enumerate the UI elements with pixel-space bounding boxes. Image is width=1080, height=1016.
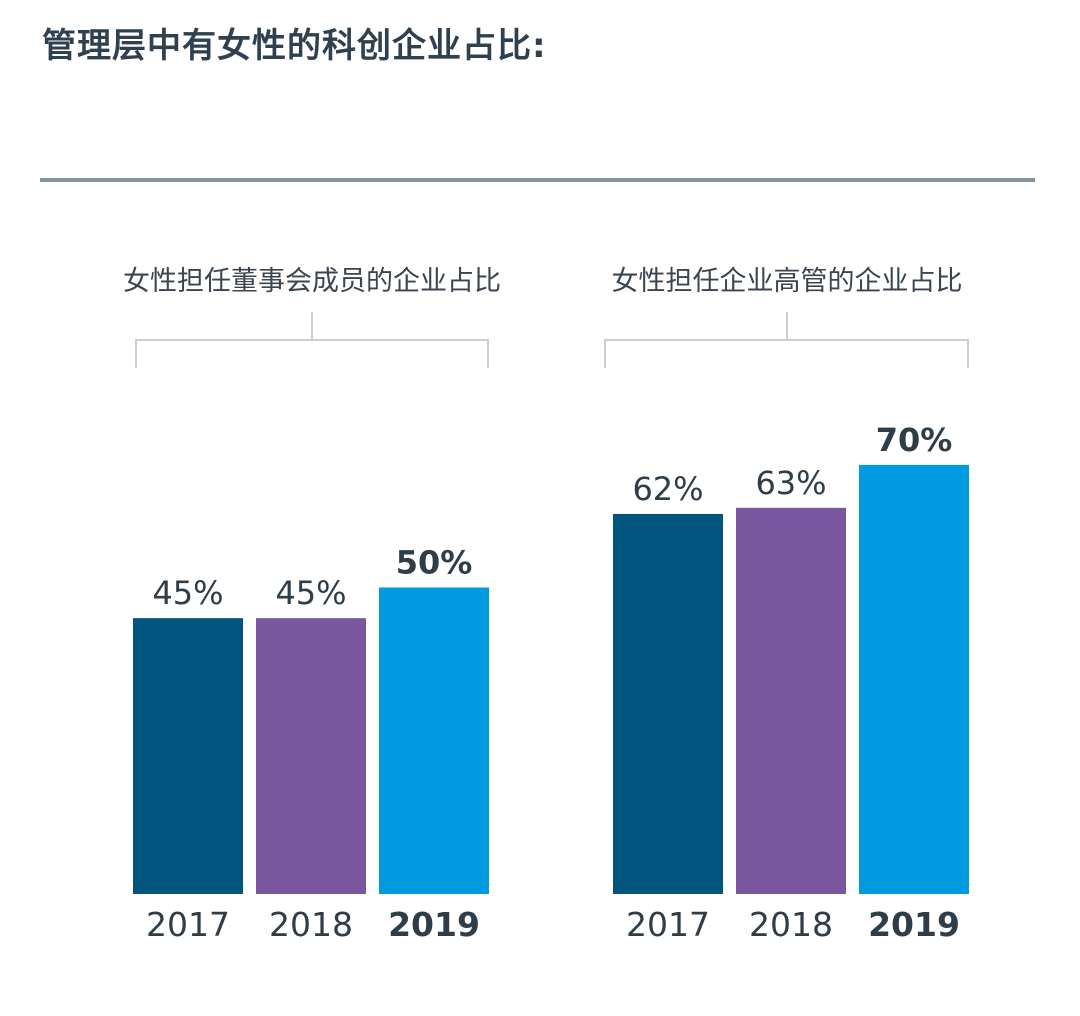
chart-title: 女性担任企业高管的企业占比 [612, 266, 963, 297]
group-bracket [604, 312, 969, 368]
data-label-2019: 70% [876, 421, 953, 459]
data-label-2017: 62% [632, 470, 703, 508]
tick-label-2017: 2017 [146, 905, 230, 944]
bar-2019 [379, 587, 489, 894]
chart-title: 女性担任董事会成员的企业占比 [123, 266, 501, 297]
data-label-2019: 50% [396, 544, 473, 582]
group-bracket [135, 312, 489, 368]
chart-group-1: 女性担任董事会成员的企业占比 45% 2017 45% 2018 50% 2019 [123, 266, 501, 944]
title-divider [40, 178, 1035, 182]
data-label-2017: 45% [152, 574, 223, 612]
bar-2017 [133, 618, 243, 894]
tick-label-2018: 2018 [269, 905, 353, 944]
bar-2018 [256, 618, 366, 894]
tick-label-2019: 2019 [868, 905, 960, 944]
data-label-2018: 63% [755, 464, 826, 502]
bar-2018 [736, 507, 846, 894]
tick-label-2019: 2019 [388, 905, 480, 944]
data-label-2018: 45% [275, 574, 346, 612]
bar-2019 [859, 464, 969, 894]
chart-group-2: 女性担任企业高管的企业占比 62% 2017 63% 2018 70% 2019 [604, 266, 969, 944]
page-title: 管理层中有女性的科创企业占比: [42, 26, 547, 66]
bar-2017 [613, 513, 723, 894]
tick-label-2018: 2018 [749, 905, 833, 944]
tick-label-2017: 2017 [626, 905, 710, 944]
